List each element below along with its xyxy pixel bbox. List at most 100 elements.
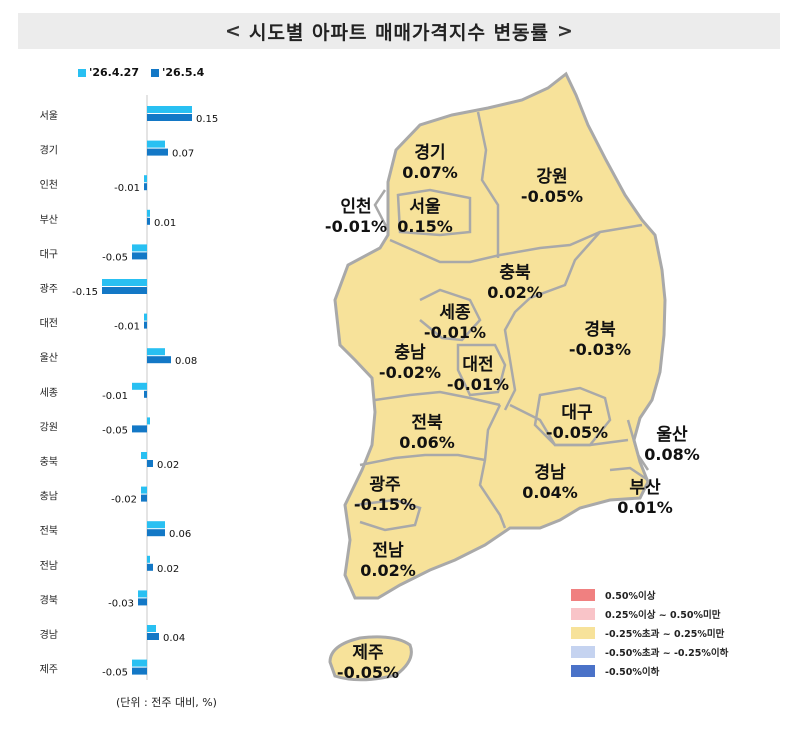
border-jeonbuk-gyeongnam	[478, 404, 507, 529]
bar-prev	[147, 209, 150, 217]
bar-prev	[141, 452, 147, 459]
region-name-label: 충북	[499, 263, 531, 283]
bar-curr	[141, 494, 147, 502]
bar-curr	[144, 321, 147, 329]
border-north-central	[389, 223, 643, 264]
legend-swatch-prev	[78, 68, 86, 77]
region-name-label: 경남	[534, 463, 566, 483]
map-legend-row: 0.50%이상	[571, 585, 728, 604]
category-label: 서울	[40, 110, 58, 122]
chart-legend: '26.4.27 '26.5.4	[78, 66, 204, 79]
region-value-label: -0.02%	[379, 363, 441, 382]
border-gyeonggi-gangwon	[476, 111, 500, 258]
border-seoul	[396, 188, 472, 237]
bar-prev	[147, 140, 165, 148]
category-label: 제주	[40, 664, 58, 676]
region-name-label: 충남	[394, 343, 426, 363]
legend-swatch-curr	[151, 68, 159, 77]
value-label: 0.07	[172, 149, 194, 160]
bar-curr	[147, 529, 165, 537]
region-name-label: 인천	[340, 197, 371, 217]
value-label: 0.02	[157, 460, 179, 471]
value-label: -0.01	[114, 183, 140, 194]
border-busan	[609, 466, 649, 482]
border-chungbuk-gyeongbuk	[503, 231, 601, 411]
map-legend-row: -0.50%초과 ~ -0.25%이하	[571, 642, 728, 661]
bar-prev	[138, 590, 147, 598]
title-right-arrow: >	[557, 20, 573, 42]
border-daejeon	[456, 343, 507, 397]
bar-curr	[132, 252, 147, 260]
bar-prev	[144, 313, 147, 321]
region-value-label: -0.03%	[569, 340, 631, 359]
map-legend-row: -0.50%이하	[571, 661, 728, 680]
mainland-outline	[333, 71, 667, 600]
title-bar: < 시도별 아파트 매매가격지수 변동률 >	[18, 13, 780, 49]
region-name-label: 광주	[369, 475, 401, 495]
bar-prev	[141, 486, 147, 494]
border-jeonbuk-jeonnam	[359, 453, 486, 467]
bar-chart: 서울 0.15 경기 0.07 인천 -0.01 부산 0.01 대구 -0.05 광주 -0.15 대…	[40, 95, 218, 680]
category-label: 세종	[40, 387, 58, 399]
map-legend-row: -0.25%초과 ~ 0.25%미만	[571, 623, 728, 642]
region-name-label: 제주	[352, 643, 384, 663]
value-label: -0.03	[108, 598, 134, 609]
category-label: 울산	[40, 352, 58, 364]
region-value-label: -0.05%	[521, 187, 583, 206]
category-label: 광주	[40, 283, 58, 295]
title-left-arrow: <	[225, 20, 241, 42]
jeju-island	[328, 635, 413, 682]
border-gwangju	[354, 498, 422, 532]
border-chungnam-jeonbuk	[374, 390, 501, 407]
map-legend-label: -0.25%초과 ~ 0.25%미만	[605, 628, 725, 640]
category-label: 강원	[40, 421, 58, 433]
map-labels: 경기0.07% 강원-0.05%인천-0.01%서울0.15%충북0.02%세종-…	[325, 143, 700, 682]
legend-item-curr: '26.5.4	[151, 66, 204, 79]
region-value-label: 0.02%	[360, 561, 416, 580]
bar-curr	[147, 356, 171, 364]
bar-curr	[144, 390, 147, 398]
region-name-label: 경북	[584, 320, 616, 340]
category-label: 전남	[40, 560, 58, 572]
border-ulsan	[626, 419, 650, 471]
bar-curr	[147, 217, 150, 225]
region-name-label: 대전	[462, 355, 493, 375]
bar-curr	[138, 598, 147, 606]
map-legend-label: -0.50%이하	[605, 666, 660, 678]
bar-curr	[147, 148, 168, 156]
category-label: 충북	[40, 456, 58, 468]
category-label: 경북	[40, 593, 58, 606]
region-value-label: -0.05%	[337, 663, 399, 682]
map-legend-swatch	[571, 588, 595, 601]
page-title: 시도별 아파트 매매가격지수 변동률	[248, 21, 550, 44]
bar-curr	[144, 183, 147, 191]
border-daegu	[533, 386, 612, 447]
category-label: 인천	[40, 179, 58, 191]
bar-prev	[147, 106, 192, 113]
map-shapes	[328, 71, 667, 682]
map-legend: 0.50%이상 0.25%이상 ~ 0.50%미만 -0.25%초과 ~ 0.25%…	[571, 585, 728, 680]
legend-label-curr: '26.5.4	[162, 66, 205, 79]
region-value-label: 0.07%	[402, 163, 458, 182]
region-value-label: 0.02%	[487, 283, 543, 302]
map-legend-swatch	[571, 607, 595, 620]
region-value-label: 0.01%	[617, 498, 673, 517]
category-label: 대전	[40, 318, 58, 330]
region-name-label: 대구	[561, 403, 593, 423]
category-label: 전북	[40, 525, 58, 537]
bar-prev	[147, 521, 165, 529]
map-legend-row: 0.25%이상 ~ 0.50%미만	[571, 604, 728, 623]
region-value-label: -0.01%	[325, 217, 387, 236]
region-name-label: 울산	[656, 425, 688, 445]
value-label: -0.02	[111, 495, 137, 506]
border-incheon	[373, 189, 390, 231]
value-label: -0.01	[102, 391, 128, 402]
value-label: -0.05	[102, 252, 128, 263]
category-label: 대구	[40, 248, 58, 260]
legend-item-prev: '26.4.27	[78, 66, 139, 79]
unit-note: (단위 : 전주 대비, %)	[116, 696, 217, 709]
map-legend-swatch	[571, 645, 595, 658]
region-value-label: 0.06%	[399, 433, 455, 452]
value-label: -0.15	[72, 287, 98, 298]
